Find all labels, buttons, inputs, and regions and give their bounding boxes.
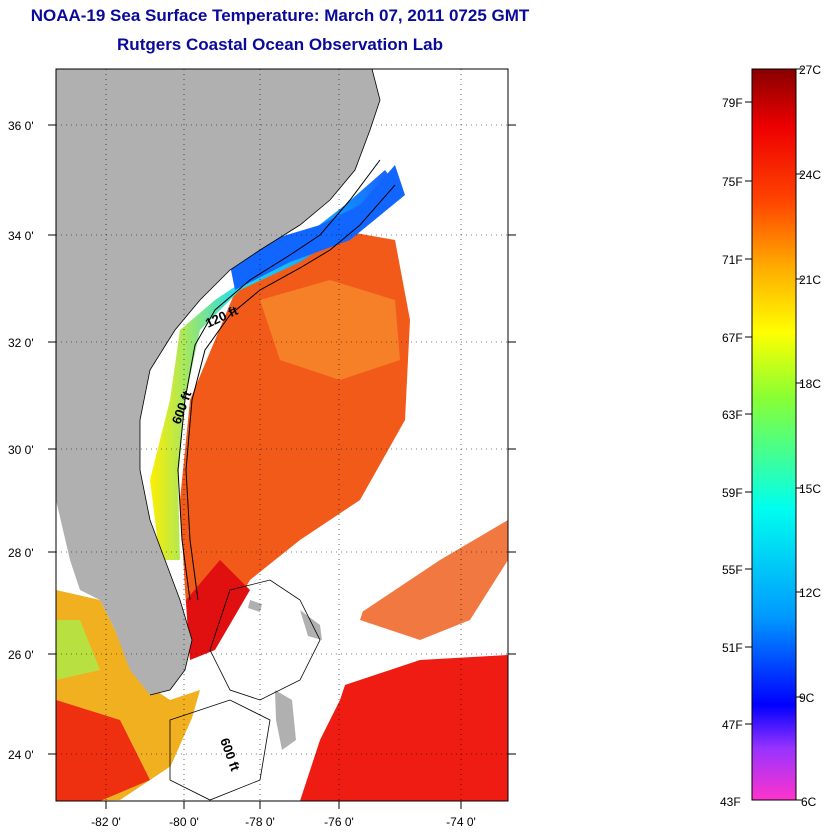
isobath-600ft: [185, 184, 396, 601]
colorbar-f-label: 59F: [722, 486, 743, 500]
colorbar-c-label: 6C: [801, 795, 817, 809]
lat-label: 30 0': [8, 443, 34, 457]
map-subtitle: Rutgers Coastal Ocean Observation Lab: [117, 35, 443, 54]
lon-label: -74 0': [446, 815, 476, 829]
map-graticule: [56, 69, 508, 801]
lat-label: 36 0': [8, 119, 34, 133]
lon-label: -82 0': [91, 815, 121, 829]
lat-label: 28 0': [8, 546, 34, 560]
map-frame: [55, 68, 509, 802]
isobath-120ft: [177, 159, 381, 601]
map-ticks: [48, 124, 516, 809]
lat-label: 34 0': [8, 229, 34, 243]
lon-label: -76 0': [324, 815, 354, 829]
lon-label: -78 0': [245, 815, 275, 829]
colorbar-gradient: [751, 68, 797, 801]
colorbar-f-label: 71F: [722, 253, 743, 267]
temperature-colorbar: 79F 75F 71F 67F 63F 59F 55F 51F 47F 43F …: [720, 63, 821, 809]
colorbar-f-label: 51F: [722, 641, 743, 655]
colorbar-c-label: 9C: [799, 691, 815, 705]
colorbar-c-label: 27C: [799, 63, 821, 77]
map-title: NOAA-19 Sea Surface Temperature: March 0…: [30, 6, 530, 25]
colorbar-c-label: 15C: [799, 482, 821, 496]
lat-label: 24 0': [8, 748, 34, 762]
colorbar-f-label: 63F: [722, 408, 743, 422]
lon-label: -80 0': [169, 815, 199, 829]
colorbar-f-label: 67F: [722, 331, 743, 345]
colorbar-c-label: 12C: [799, 586, 821, 600]
lat-label: 32 0': [8, 336, 34, 350]
colorbar-c-label: 21C: [799, 273, 821, 287]
colorbar-f-label: 75F: [722, 175, 743, 189]
colorbar-c-label: 24C: [799, 168, 821, 182]
colorbar-f-label: 79F: [722, 96, 743, 110]
colorbar-c-label: 18C: [799, 377, 821, 391]
lat-label: 26 0': [8, 648, 34, 662]
colorbar-f-label: 47F: [722, 718, 743, 732]
map-plot-area: 120 ft 600 ft 600 ft: [56, 69, 508, 801]
colorbar-f-label: 43F: [720, 795, 741, 809]
colorbar-f-label: 55F: [722, 563, 743, 577]
